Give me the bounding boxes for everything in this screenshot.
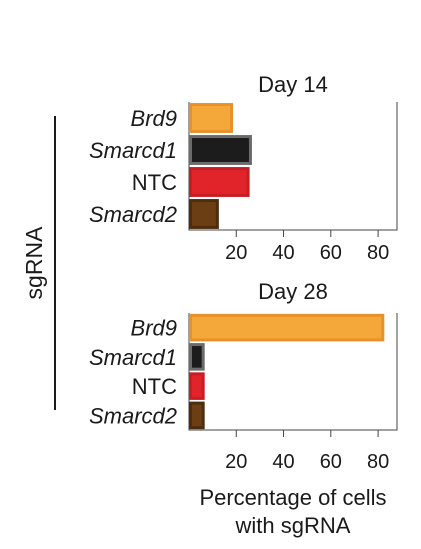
panel-title: Day 14 (258, 72, 328, 97)
x-tick-label: 80 (367, 451, 389, 473)
panel-title: Day 28 (258, 279, 328, 304)
category-label: NTC (132, 374, 177, 399)
bar-ntc (189, 372, 205, 400)
bar-smarcd2 (189, 401, 205, 430)
x-axis-label-line1: Percentage of cells (199, 485, 386, 510)
bar-smarcd1 (189, 135, 252, 165)
axes-frame (188, 102, 398, 231)
category-label: Brd9 (131, 316, 177, 341)
bar-brd9 (189, 103, 234, 133)
x-tick-label: 40 (272, 451, 294, 473)
x-tick-label: 60 (320, 451, 342, 473)
axes-frame (188, 313, 398, 431)
x-axis-label-line2: with sgRNA (235, 513, 351, 538)
bar-ntc (189, 167, 250, 197)
x-tick-label: 40 (272, 242, 294, 264)
panel-1: Day 14 Brd9 Smarcd1 NTC Smarcd2 20 40 60 80 (89, 72, 398, 264)
category-label: Smarcd1 (89, 138, 177, 163)
y-axis-label: sgRNA (21, 226, 47, 300)
category-label: Smarcd2 (89, 403, 177, 428)
panel-2: Day 28 Brd9 Smarcd1 NTC Smarcd2 20 40 60 80 (89, 279, 398, 473)
category-label: Smarcd1 (89, 345, 177, 370)
category-label: Smarcd2 (89, 202, 177, 227)
x-tick-label: 20 (225, 242, 247, 264)
x-tick-label: 80 (367, 242, 389, 264)
category-label: Brd9 (131, 106, 177, 131)
x-tick-label: 20 (225, 451, 247, 473)
x-tick-label: 60 (320, 242, 342, 264)
bar-smarcd1 (189, 343, 205, 371)
bar-smarcd2 (189, 199, 219, 229)
category-label: NTC (132, 170, 177, 195)
bar-brd9 (189, 313, 385, 342)
